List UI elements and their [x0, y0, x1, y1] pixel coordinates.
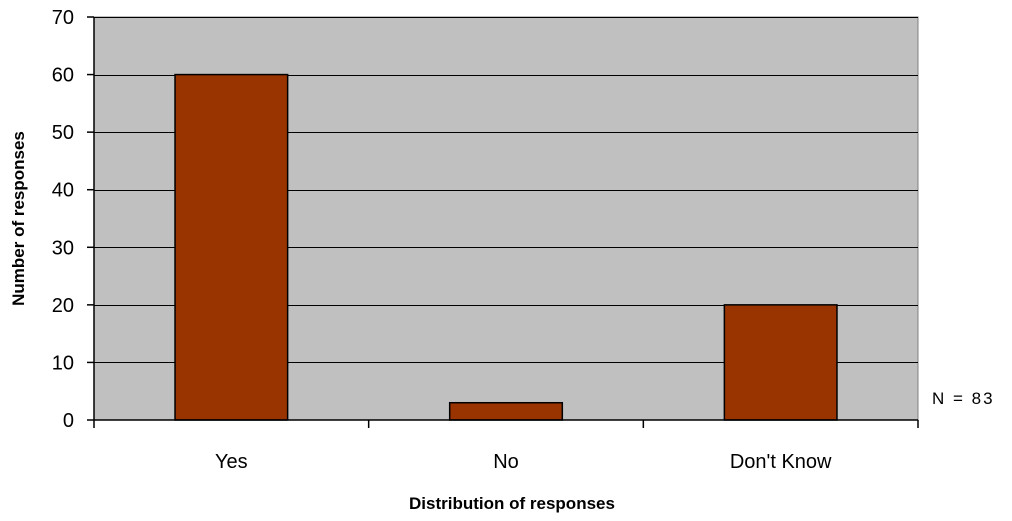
- y-tick-label: 60: [52, 65, 74, 87]
- bar-no: [448, 401, 564, 421]
- y-tick-label: 20: [52, 295, 74, 317]
- y-tick-label: 0: [63, 410, 74, 432]
- y-tick-label: 70: [52, 7, 74, 29]
- x-axis: Yes No Don't Know: [93, 419, 919, 473]
- y-tick-label: 10: [52, 352, 74, 374]
- sample-size-annotation: N = 83: [932, 389, 995, 408]
- x-category-label: Yes: [215, 451, 248, 473]
- x-category-label: No: [493, 451, 519, 473]
- x-category-label: Don't Know: [730, 451, 832, 473]
- x-axis-title: Distribution of responses: [409, 494, 615, 513]
- y-axis: 0 10 20 30 40 50 60 70: [52, 7, 95, 432]
- y-tick-label: 40: [52, 180, 74, 202]
- y-tick-label: 30: [52, 237, 74, 259]
- y-tick-label: 50: [52, 122, 74, 144]
- y-axis-title: Number of responses: [9, 131, 28, 306]
- bar-don-t-know: [723, 304, 838, 421]
- bar-yes: [174, 73, 289, 421]
